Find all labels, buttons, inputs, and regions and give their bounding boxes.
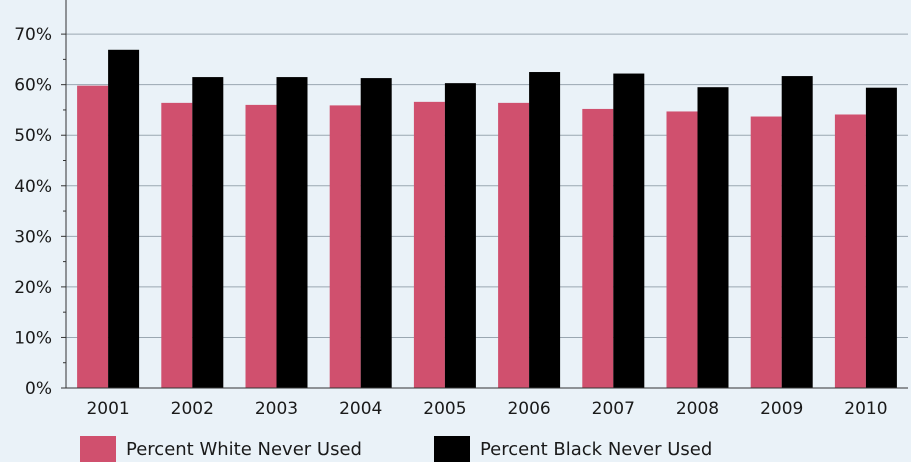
y-tick-label: 0% — [25, 379, 52, 399]
legend-item-white: Percent White Never Used — [80, 436, 362, 462]
x-tick-label: 2009 — [760, 399, 803, 419]
bar-white-2002 — [161, 102, 193, 388]
y-tick-label: 60% — [14, 76, 52, 96]
bar-white-2009 — [750, 116, 782, 389]
legend-label-black: Percent Black Never Used — [479, 438, 713, 460]
bar-white-2007 — [582, 108, 614, 388]
y-tick-labels: 0% 10% 20% 30% 40% 50% 60% 70% — [14, 25, 52, 399]
bar-black-2005 — [444, 83, 476, 389]
bar-chart-svg: 0% 10% 20% 30% 40% 50% 60% 70% 2001 2002 2003 2004… — [14, 0, 908, 419]
bar-white-2008 — [666, 111, 698, 388]
bar-white-2005 — [413, 101, 445, 388]
y-tick-label: 40% — [14, 177, 52, 197]
bar-black-2002 — [192, 77, 224, 388]
axes — [61, 0, 908, 389]
bar-white-2004 — [329, 105, 361, 389]
x-tick-label: 2002 — [171, 399, 214, 419]
bar-black-2008 — [697, 87, 729, 388]
y-tick-label: 20% — [14, 278, 52, 298]
x-tick-label: 2006 — [507, 399, 550, 419]
y-tick-label: 70% — [14, 25, 52, 45]
bar-black-2007 — [613, 73, 645, 389]
y-tick-label: 10% — [14, 328, 52, 348]
y-tick-label: 50% — [14, 126, 52, 146]
bar-white-2006 — [498, 102, 530, 388]
bar-black-2009 — [781, 76, 813, 389]
legend-swatch-black — [433, 436, 470, 462]
legend-swatch-white — [80, 436, 116, 462]
bar-black-2001 — [108, 49, 140, 389]
x-tick-label: 2007 — [592, 399, 635, 419]
bar-white-2001 — [77, 85, 109, 388]
x-tick-label: 2001 — [86, 399, 129, 419]
bar-black-2010 — [865, 87, 897, 388]
x-tick-label: 2005 — [423, 399, 466, 419]
bar-black-2003 — [276, 77, 308, 388]
bar-black-2004 — [360, 78, 392, 388]
bar-black-2006 — [529, 72, 561, 389]
x-tick-label: 2010 — [844, 399, 887, 419]
x-tick-label: 2004 — [339, 399, 382, 419]
bar-white-2010 — [834, 114, 866, 388]
bars — [77, 49, 897, 389]
x-tick-label: 2008 — [676, 399, 719, 419]
y-tick-label: 30% — [14, 227, 52, 247]
legend-label-white: Percent White Never Used — [126, 438, 362, 460]
bar-white-2003 — [245, 104, 277, 388]
legend-item-black: Percent Black Never Used — [433, 436, 713, 462]
x-tick-labels: 2001 2002 2003 2004 2005 2006 2007 2008 2009 2010 — [86, 399, 887, 419]
legend: Percent White Never Used Percent Black N… — [80, 436, 784, 462]
x-tick-label: 2003 — [255, 399, 298, 419]
